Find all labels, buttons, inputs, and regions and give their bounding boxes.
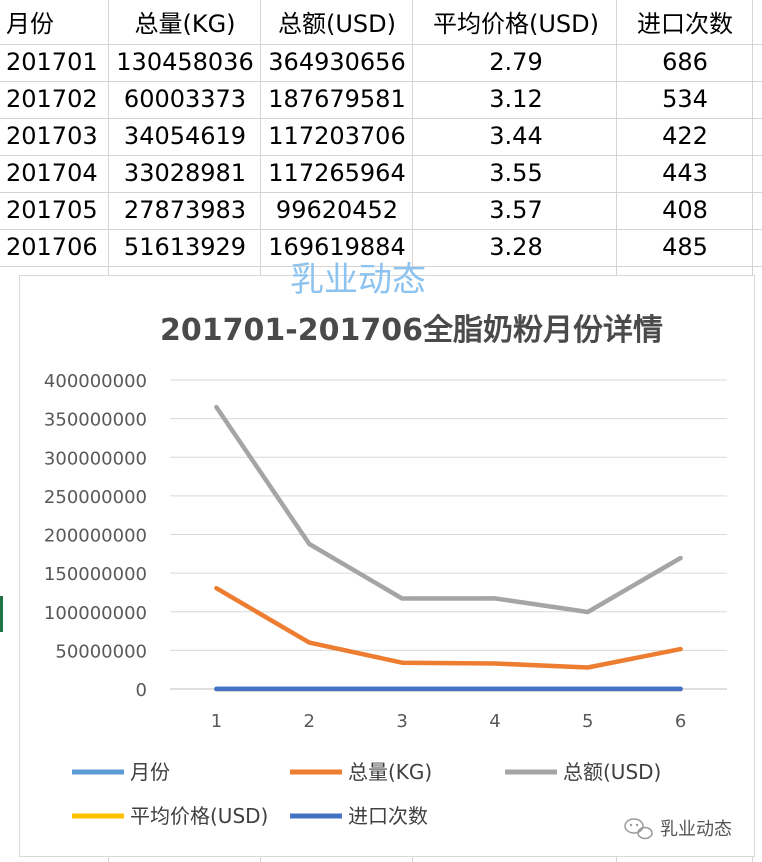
table-cell[interactable]: 485 bbox=[662, 233, 708, 261]
table-cell[interactable]: 3.44 bbox=[489, 122, 543, 150]
cell-selection-marker bbox=[0, 596, 3, 632]
table-cell[interactable]: 33028981 bbox=[123, 159, 247, 187]
table-row: 201702 60003373 187679581 3.12 534 bbox=[0, 81, 762, 118]
table-cell[interactable]: 201706 bbox=[6, 233, 98, 261]
header-cell-weight[interactable]: 总量(KG) bbox=[134, 10, 236, 38]
sheet-gridline bbox=[0, 44, 762, 45]
table-cell[interactable]: 130458036 bbox=[116, 48, 254, 76]
table-cell[interactable]: 27873983 bbox=[123, 196, 247, 224]
table-header-row: 月份 总量(KG) 总额(USD) 平均价格(USD) 进口次数 bbox=[0, 6, 762, 43]
sheet-gridline bbox=[0, 266, 762, 267]
table-cell[interactable]: 534 bbox=[662, 85, 708, 113]
table-cell[interactable]: 201704 bbox=[6, 159, 98, 187]
table-cell[interactable]: 408 bbox=[662, 196, 708, 224]
table-cell[interactable]: 422 bbox=[662, 122, 708, 150]
table-row: 201704 33028981 117265964 3.55 443 bbox=[0, 155, 762, 192]
header-cell-avg-price[interactable]: 平均价格(USD) bbox=[432, 10, 599, 38]
table-cell[interactable]: 201702 bbox=[6, 85, 98, 113]
chart-title: 201701-201706全脂奶粉月份详情 bbox=[160, 313, 663, 348]
sheet-gridline bbox=[0, 118, 762, 119]
header-cell-import-count[interactable]: 进口次数 bbox=[637, 10, 733, 38]
table-cell[interactable]: 686 bbox=[662, 48, 708, 76]
table-row: 201705 27873983 99620452 3.57 408 bbox=[0, 192, 762, 229]
table-cell[interactable]: 443 bbox=[662, 159, 708, 187]
table-cell[interactable]: 201703 bbox=[6, 122, 98, 150]
table-cell[interactable]: 51613929 bbox=[123, 233, 247, 261]
table-row: 201706 51613929 169619884 3.28 485 bbox=[0, 229, 762, 266]
table-cell[interactable]: 117265964 bbox=[268, 159, 406, 187]
table-cell[interactable]: 117203706 bbox=[268, 122, 406, 150]
sheet-gridline bbox=[0, 192, 762, 193]
table-cell[interactable]: 3.57 bbox=[489, 196, 543, 224]
chart-container[interactable] bbox=[19, 275, 755, 857]
sheet-gridline bbox=[0, 81, 762, 82]
table-cell[interactable]: 34054619 bbox=[123, 122, 247, 150]
table-row: 201701 130458036 364930656 2.79 686 bbox=[0, 44, 762, 81]
table-cell[interactable]: 99620452 bbox=[275, 196, 399, 224]
table-cell[interactable]: 3.12 bbox=[489, 85, 543, 113]
table-cell[interactable]: 201705 bbox=[6, 196, 98, 224]
table-cell[interactable]: 2.79 bbox=[489, 48, 543, 76]
table-cell[interactable]: 60003373 bbox=[123, 85, 247, 113]
sheet-gridline bbox=[0, 229, 762, 230]
table-cell[interactable]: 201701 bbox=[6, 48, 98, 76]
table-cell[interactable]: 169619884 bbox=[268, 233, 406, 261]
header-cell-amount[interactable]: 总额(USD) bbox=[277, 10, 396, 38]
table-cell[interactable]: 3.28 bbox=[489, 233, 543, 261]
watermark-text: 乳业动态 bbox=[290, 260, 426, 300]
header-cell-month[interactable]: 月份 bbox=[6, 10, 54, 38]
sheet-gridline bbox=[0, 155, 762, 156]
table-row: 201703 34054619 117203706 3.44 422 bbox=[0, 118, 762, 155]
table-cell[interactable]: 187679581 bbox=[268, 85, 406, 113]
table-cell[interactable]: 3.55 bbox=[489, 159, 543, 187]
table-cell[interactable]: 364930656 bbox=[268, 48, 406, 76]
